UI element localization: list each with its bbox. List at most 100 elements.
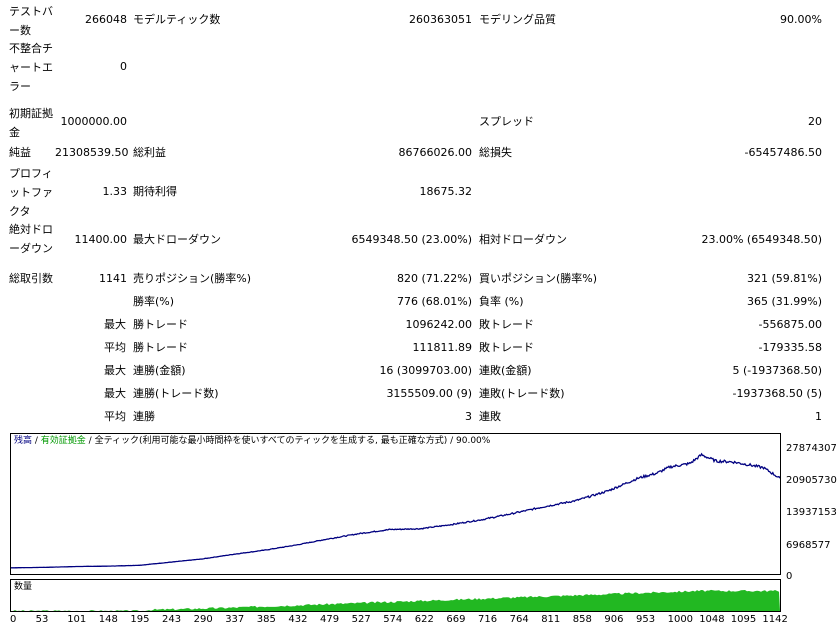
x-tick-label: 101 (67, 614, 87, 625)
value-model-ticks: 260363051 (409, 13, 472, 26)
value-largest-loss-trade: -556875.00 (758, 318, 822, 331)
x-tick-label: 1000 (667, 614, 694, 625)
volume-chart-svg (11, 589, 780, 611)
value-profit-trades: 776 (68.01%) (396, 295, 472, 308)
value-initial-deposit: 1000000.00 (60, 115, 127, 128)
x-tick-label: 243 (162, 614, 182, 625)
label-initial-deposit: 初期証拠金 (9, 107, 53, 139)
value-long-positions: 321 (59.81%) (746, 272, 822, 285)
label-long-positions: 買いポジション(勝率%) (479, 272, 598, 285)
value-largest-profit-trade: 1096242.00 (405, 318, 472, 331)
x-tick-label: 858 (572, 614, 592, 625)
value-absolute-drawdown: 11400.00 (74, 233, 128, 246)
value-loss-trades: 365 (31.99%) (746, 295, 822, 308)
balance-chart: 残高 / 有効証拠金 / 全ティック(利用可能な最小時間枠を使いすべてのティック… (10, 433, 781, 575)
label-mismatched-chart-errors: 不整合チャートエラー (9, 42, 53, 93)
value-consecutive-wins-count: 3155509.00 (9) (386, 387, 472, 400)
legend-separator: / (85, 436, 95, 446)
label-loss-trades: 負率 (%) (479, 295, 524, 308)
value-profit-factor: 1.33 (102, 185, 128, 198)
volume-chart: 数量 (10, 579, 781, 612)
prefix-maximal: 最大 (104, 387, 126, 400)
x-tick-label: 290 (193, 614, 213, 625)
label-spread: スプレッド (479, 115, 534, 128)
x-tick-label: 669 (446, 614, 466, 625)
value-consecutive-losses-money: 5 (-1937368.50) (732, 364, 822, 377)
x-tick-label: 527 (351, 614, 371, 625)
label-profit-trades: 勝率(%) (133, 295, 175, 308)
x-tick-label: 953 (636, 614, 656, 625)
balance-series-line (11, 452, 780, 569)
label-profit-factor: プロフィットファクタ (9, 167, 53, 218)
y-tick-label: 27874307 (786, 443, 837, 454)
legend-balance: 残高 (14, 436, 33, 446)
chart-legend: 残高 / 有効証拠金 / 全ティック(利用可能な最小時間枠を使いすべてのティック… (14, 436, 490, 447)
value-average-consecutive-losses: 1 (815, 410, 822, 423)
prefix-maximum: 最大 (104, 364, 126, 377)
value-total-trades: 1141 (99, 272, 127, 285)
x-tick-label: 0 (10, 614, 17, 625)
value-modeling-quality: 90.00% (780, 13, 822, 26)
x-tick-label: 479 (320, 614, 340, 625)
label-absolute-drawdown: 絶対ドローダウン (9, 223, 53, 255)
label-gross-profit: 総利益 (133, 146, 166, 159)
value-net-profit: 21308539.50 (55, 146, 129, 159)
volume-area (11, 589, 780, 611)
value-short-positions: 820 (71.22%) (396, 272, 472, 285)
value-average-profit-trade: 111811.89 (412, 341, 473, 354)
label-model-ticks: モデルティック数 (133, 13, 221, 26)
prefix-largest: 最大 (104, 318, 126, 331)
label-expected-payoff: 期待利得 (133, 185, 177, 198)
label-consecutive-losses-money: 連敗(金額) (479, 364, 532, 377)
value-consecutive-wins-money: 16 (3099703.00) (379, 364, 472, 377)
y-tick-label: 6968577 (786, 540, 831, 551)
volume-label: 数量 (14, 582, 33, 592)
prefix-average: 平均 (104, 341, 126, 354)
label-test-bars: テストバー数 (9, 5, 53, 37)
y-tick-label: 13937153 (786, 507, 837, 518)
legend-separator: / (32, 436, 41, 446)
x-tick-label: 337 (225, 614, 245, 625)
value-test-bars: 266048 (85, 13, 127, 26)
x-tick-label: 764 (509, 614, 529, 625)
label-average-loss-trade: 敗トレード (479, 341, 534, 354)
value-consecutive-losses-count: -1937368.50 (5) (732, 387, 822, 400)
label-total-trades: 総取引数 (9, 272, 53, 285)
label-net-profit: 純益 (9, 146, 31, 159)
x-tick-label: 195 (130, 614, 150, 625)
value-spread: 20 (808, 115, 822, 128)
y-tick-label: 20905730 (786, 475, 837, 486)
label-average-profit-trade: 勝トレード (133, 341, 188, 354)
x-tick-label: 385 (256, 614, 276, 625)
x-tick-label: 1142 (762, 614, 788, 625)
label-consecutive-wins-count: 連勝(トレード数) (133, 387, 219, 400)
x-tick-label: 622 (414, 614, 434, 625)
value-relative-drawdown: 23.00% (6549348.50) (701, 233, 822, 246)
x-tick-label: 574 (383, 614, 403, 625)
x-tick-label: 53 (35, 614, 49, 625)
value-gross-loss: -65457486.50 (744, 146, 822, 159)
label-average-consecutive-wins: 連勝 (133, 410, 155, 423)
x-tick-label: 811 (541, 614, 561, 625)
label-largest-loss-trade: 敗トレード (479, 318, 534, 331)
value-maximal-drawdown: 6549348.50 (23.00%) (351, 233, 472, 246)
y-tick-label: 0 (786, 571, 793, 582)
legend-model: 全ティック(利用可能な最小時間枠を使いすべてのティックを生成する, 最も正確な方… (94, 436, 448, 446)
label-maximal-drawdown: 最大ドローダウン (133, 233, 221, 246)
x-tick-label: 716 (478, 614, 498, 625)
balance-chart-svg (11, 452, 780, 569)
label-modeling-quality: モデリング品質 (479, 13, 556, 26)
label-consecutive-wins-money: 連勝(金額) (133, 364, 186, 377)
label-consecutive-losses-count: 連敗(トレード数) (479, 387, 565, 400)
value-average-consecutive-wins: 3 (465, 410, 472, 423)
label-largest-profit-trade: 勝トレード (133, 318, 188, 331)
x-tick-label: 148 (98, 614, 118, 625)
value-mismatched-chart-errors: 0 (120, 60, 127, 73)
legend-quality: 90.00% (456, 436, 491, 446)
prefix-average-consecutive: 平均 (104, 410, 126, 423)
label-average-consecutive-losses: 連敗 (479, 410, 501, 423)
x-tick-label: 1095 (730, 614, 757, 625)
x-tick-label: 1048 (699, 614, 725, 625)
x-tick-label: 432 (288, 614, 308, 625)
label-short-positions: 売りポジション(勝率%) (133, 272, 252, 285)
